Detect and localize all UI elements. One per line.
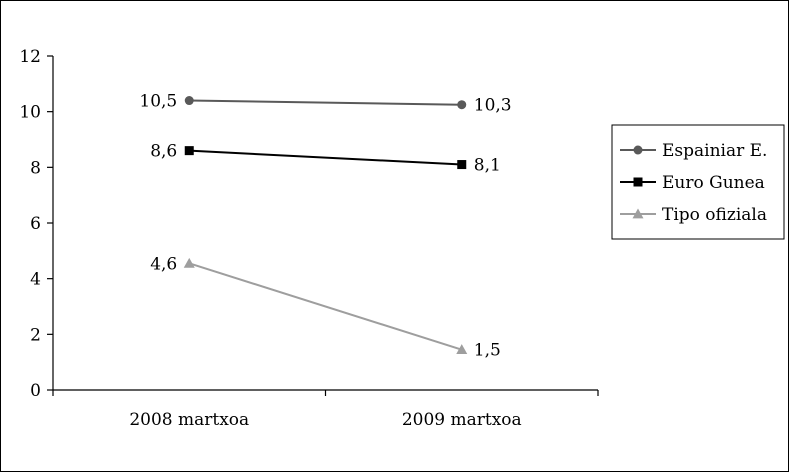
legend: Espainiar E. Euro Gunea Tipo ofiziala xyxy=(611,124,785,240)
series-euro-gunea: 8,6 8,1 xyxy=(150,142,501,176)
legend-item: Euro Gunea xyxy=(620,173,765,193)
legend-item: Espainiar E. xyxy=(620,141,767,161)
series-line xyxy=(189,99,462,106)
x-ticks: 2008 martxoa 2009 martxoa xyxy=(52,390,599,430)
series-tipo-ofiziala: 4,6 1,5 xyxy=(150,254,501,360)
series-espainiar-e: 10,5 10,3 xyxy=(139,92,511,116)
data-point xyxy=(184,146,194,156)
legend-label: Espainiar E. xyxy=(662,141,767,161)
y-tick-label: 12 xyxy=(19,47,41,67)
y-tick-label: 0 xyxy=(30,381,41,401)
series-layer: 10,5 10,3 8,6 8,1 4,6 1,5 xyxy=(139,92,511,361)
data-point xyxy=(457,160,467,170)
data-label: 10,3 xyxy=(474,96,512,116)
y-ticks: 0 2 4 6 8 10 12 xyxy=(19,47,53,401)
data-label: 1,5 xyxy=(474,341,501,361)
data-point xyxy=(184,96,194,106)
data-point xyxy=(457,100,467,110)
series-line xyxy=(189,149,462,166)
data-point xyxy=(456,344,468,355)
legend-swatch-marker xyxy=(633,177,643,187)
y-tick-label: 8 xyxy=(30,158,41,178)
y-tick-label: 2 xyxy=(30,325,41,345)
series-line xyxy=(188,262,463,351)
legend-label: Tipo ofiziala xyxy=(662,205,767,225)
data-point xyxy=(183,257,195,268)
y-tick-label: 6 xyxy=(30,214,41,234)
legend-label: Euro Gunea xyxy=(662,173,765,193)
y-tick-label: 10 xyxy=(19,103,41,123)
y-tick-label: 4 xyxy=(30,270,41,290)
data-label: 10,5 xyxy=(139,92,177,112)
legend-items: Espainiar E. Euro Gunea Tipo ofiziala xyxy=(620,141,767,225)
data-label: 8,1 xyxy=(474,156,501,176)
x-tick-label: 2009 martxoa xyxy=(402,410,522,430)
data-label: 8,6 xyxy=(150,142,177,162)
legend-swatch-marker xyxy=(632,208,644,219)
x-tick-label: 2008 martxoa xyxy=(129,410,249,430)
axes xyxy=(52,56,598,391)
data-label: 4,6 xyxy=(150,254,177,274)
legend-swatch-marker xyxy=(633,145,643,155)
legend-item: Tipo ofiziala xyxy=(620,205,767,225)
